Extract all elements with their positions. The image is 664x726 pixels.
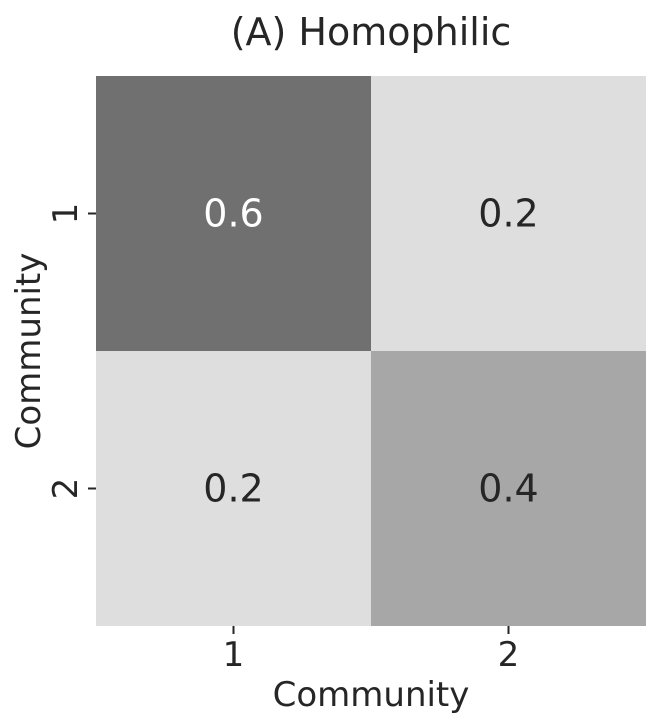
heatmap-cell-r2-c2 [371, 351, 646, 626]
heatmap-cells [96, 76, 646, 626]
x-tick-label-1: 1 [223, 635, 245, 675]
cell-value-r1-c1: 0.6 [203, 192, 263, 236]
y-tick-label-2: 2 [46, 478, 86, 500]
cell-value-labels: 0.6 0.2 0.2 0.4 [203, 192, 538, 511]
heatmap-cell-r2-c1 [96, 351, 371, 626]
y-axis-label: Community [9, 253, 49, 450]
heatmap-cell-r1-c1 [96, 76, 371, 351]
heatmap-cell-r1-c2 [371, 76, 646, 351]
x-axis-label: Community [273, 675, 470, 715]
chart-title: (A) Homophilic [231, 10, 512, 54]
axis-ticks: 1 2 1 2 [46, 203, 519, 675]
cell-value-r1-c2: 0.2 [478, 192, 538, 236]
x-tick-label-2: 2 [498, 635, 520, 675]
y-tick-label-1: 1 [46, 203, 86, 225]
cell-value-r2-c1: 0.2 [203, 467, 263, 511]
cell-value-r2-c2: 0.4 [478, 467, 538, 511]
